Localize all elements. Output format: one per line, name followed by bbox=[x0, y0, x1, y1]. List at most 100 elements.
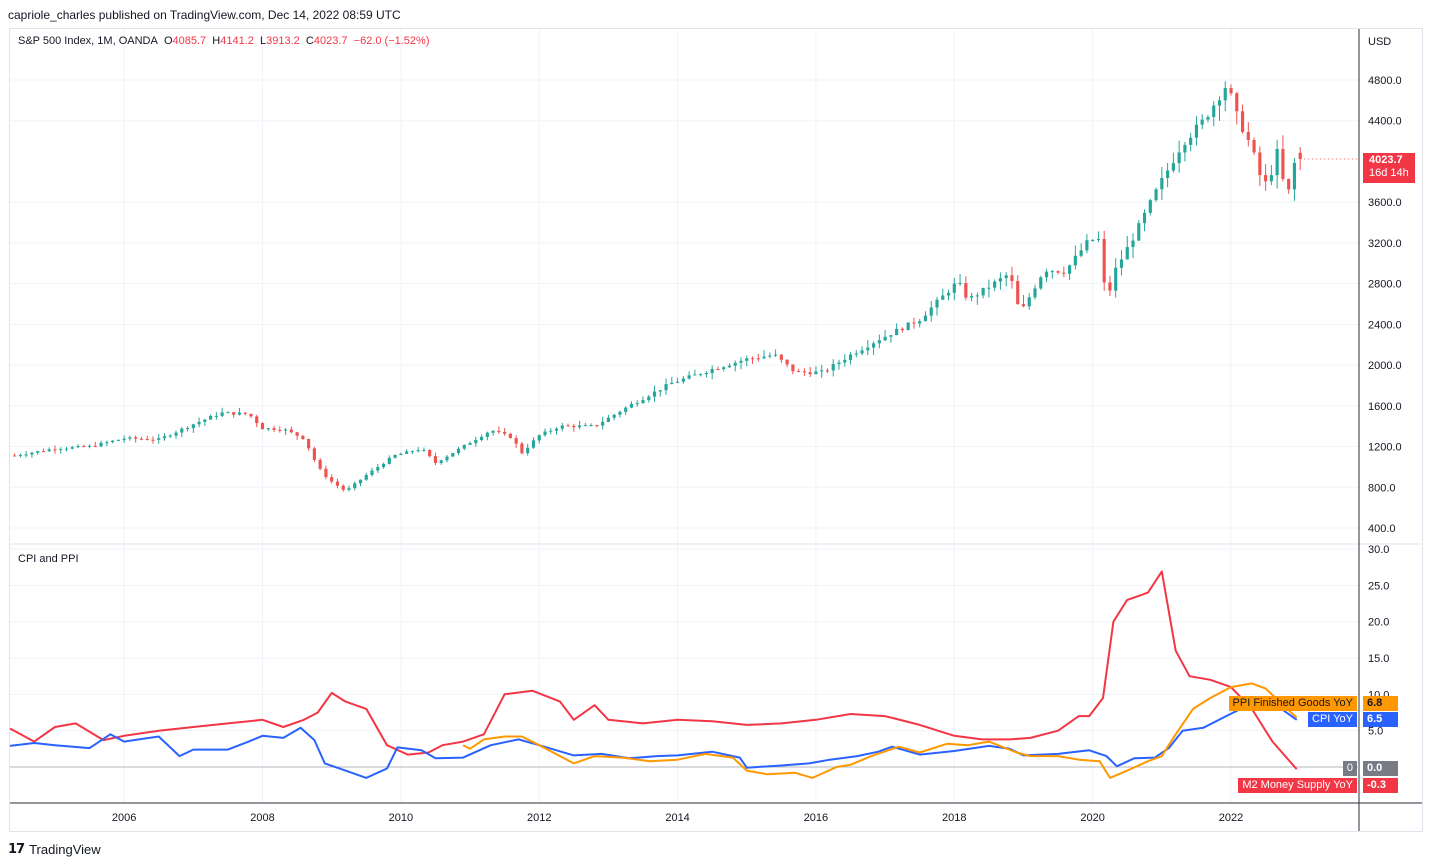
candle-body[interactable] bbox=[1010, 275, 1014, 282]
candle-body[interactable] bbox=[433, 456, 438, 464]
candle-body[interactable] bbox=[1269, 175, 1273, 182]
candle-body[interactable] bbox=[1160, 177, 1164, 190]
candle-body[interactable] bbox=[993, 281, 997, 288]
candle-body[interactable] bbox=[877, 340, 881, 344]
candle-body[interactable] bbox=[1039, 277, 1043, 289]
candle-body[interactable] bbox=[526, 447, 530, 454]
candle-body[interactable] bbox=[693, 374, 697, 376]
candle-body[interactable] bbox=[652, 391, 657, 397]
candle-body[interactable] bbox=[324, 468, 328, 478]
candle-body[interactable] bbox=[935, 299, 939, 308]
candle-body[interactable] bbox=[1091, 239, 1095, 241]
tradingview-brand[interactable]: 17 TradingView bbox=[8, 842, 101, 857]
candle-body[interactable] bbox=[105, 442, 109, 444]
candle-body[interactable] bbox=[635, 403, 639, 405]
candle-body[interactable] bbox=[675, 381, 680, 383]
candle-body[interactable] bbox=[1148, 200, 1152, 213]
candle-body[interactable] bbox=[791, 364, 795, 372]
candle-body[interactable] bbox=[485, 432, 489, 437]
candle-body[interactable] bbox=[399, 453, 403, 456]
candle-body[interactable] bbox=[831, 364, 835, 371]
candle-body[interactable] bbox=[998, 278, 1003, 282]
candle-body[interactable] bbox=[912, 322, 916, 324]
candle-body[interactable] bbox=[1033, 288, 1037, 298]
candle-body[interactable] bbox=[981, 287, 985, 296]
candle-body[interactable] bbox=[134, 437, 138, 439]
candle-body[interactable] bbox=[151, 439, 155, 441]
candle-body[interactable] bbox=[1252, 140, 1256, 153]
candle-body[interactable] bbox=[716, 369, 720, 371]
candle-body[interactable] bbox=[970, 296, 974, 298]
m2-money-supply-yoy-line[interactable] bbox=[9, 570, 1298, 770]
candle-body[interactable] bbox=[1240, 111, 1245, 132]
candle-body[interactable] bbox=[497, 431, 501, 433]
candle-body[interactable] bbox=[987, 287, 991, 289]
candle-body[interactable] bbox=[802, 371, 806, 373]
candle-body[interactable] bbox=[1183, 144, 1187, 153]
candle-body[interactable] bbox=[1021, 304, 1026, 307]
candle-body[interactable] bbox=[572, 425, 576, 428]
candle-body[interactable] bbox=[952, 283, 956, 293]
candle-body[interactable] bbox=[906, 322, 910, 331]
candle-body[interactable] bbox=[900, 328, 905, 331]
candle-body[interactable] bbox=[629, 404, 634, 408]
candle-body[interactable] bbox=[405, 451, 409, 454]
candle-body[interactable] bbox=[1200, 119, 1204, 125]
candle-body[interactable] bbox=[1281, 149, 1285, 179]
candle-body[interactable] bbox=[1119, 259, 1124, 268]
candle-body[interactable] bbox=[624, 407, 628, 412]
candle-body[interactable] bbox=[895, 328, 899, 336]
candle-body[interactable] bbox=[387, 457, 391, 464]
candle-body[interactable] bbox=[1085, 240, 1089, 251]
candle-body[interactable] bbox=[47, 449, 51, 452]
candle-body[interactable] bbox=[964, 283, 968, 298]
candle-body[interactable] bbox=[76, 446, 80, 448]
candle-body[interactable] bbox=[1171, 163, 1175, 171]
candle-body[interactable] bbox=[1206, 116, 1210, 120]
candle-body[interactable] bbox=[554, 428, 559, 431]
candle-body[interactable] bbox=[41, 451, 46, 453]
candle-body[interactable] bbox=[1212, 105, 1216, 117]
candle-body[interactable] bbox=[445, 456, 449, 461]
candle-body[interactable] bbox=[381, 463, 386, 468]
candle-body[interactable] bbox=[162, 436, 167, 439]
candle-body[interactable] bbox=[658, 390, 662, 392]
candle-body[interactable] bbox=[30, 452, 34, 455]
candle-body[interactable] bbox=[1264, 175, 1268, 182]
candle-body[interactable] bbox=[774, 354, 778, 356]
candle-body[interactable] bbox=[797, 371, 801, 373]
candle-body[interactable] bbox=[422, 449, 426, 451]
candle-body[interactable] bbox=[670, 382, 674, 385]
candle-body[interactable] bbox=[1229, 88, 1233, 94]
candle-body[interactable] bbox=[1062, 272, 1066, 274]
candle-body[interactable] bbox=[376, 467, 380, 471]
candle-body[interactable] bbox=[1235, 93, 1239, 112]
candle-body[interactable] bbox=[543, 431, 547, 436]
candle-body[interactable] bbox=[750, 358, 755, 360]
candle-body[interactable] bbox=[1298, 152, 1302, 160]
candle-body[interactable] bbox=[185, 428, 190, 430]
candle-body[interactable] bbox=[508, 433, 512, 439]
candle-body[interactable] bbox=[664, 384, 668, 391]
candle-body[interactable] bbox=[1016, 281, 1020, 305]
candle-body[interactable] bbox=[174, 432, 178, 436]
candle-body[interactable] bbox=[762, 356, 766, 359]
candle-body[interactable] bbox=[820, 370, 824, 372]
candle-body[interactable] bbox=[566, 425, 570, 427]
candle-body[interactable] bbox=[1223, 88, 1227, 101]
candle-body[interactable] bbox=[272, 428, 276, 430]
candle-body[interactable] bbox=[889, 335, 893, 337]
candle-body[interactable] bbox=[462, 444, 466, 449]
candle-body[interactable] bbox=[531, 440, 536, 448]
candle-body[interactable] bbox=[1217, 100, 1222, 106]
candle-body[interactable] bbox=[589, 425, 593, 427]
candle-body[interactable] bbox=[1131, 240, 1135, 248]
candle-body[interactable] bbox=[866, 347, 870, 351]
candle-body[interactable] bbox=[260, 423, 265, 430]
candle-body[interactable] bbox=[560, 425, 564, 429]
candle-body[interactable] bbox=[197, 421, 201, 425]
candle-body[interactable] bbox=[1073, 255, 1077, 266]
candle-body[interactable] bbox=[410, 451, 414, 453]
candle-body[interactable] bbox=[474, 440, 478, 444]
